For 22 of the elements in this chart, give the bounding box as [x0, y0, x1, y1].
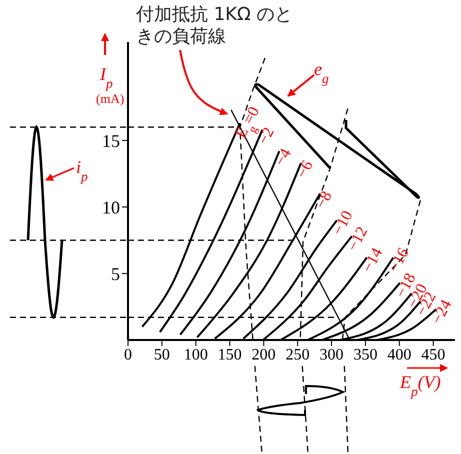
text: −14 — [359, 245, 386, 276]
annotation: e$_{g}$ — [314, 59, 329, 86]
x-tick-label: 50 — [154, 346, 170, 364]
y-axis-title: I$_{p}$ (mA) — [96, 64, 124, 106]
x-tick-label: 450 — [421, 346, 446, 364]
x-tick-label: 200 — [252, 346, 276, 364]
x-tick-label: 150 — [218, 346, 242, 364]
y-tick-label: 10 — [102, 197, 120, 218]
x-tick-label: 350 — [353, 346, 378, 364]
text: −4 — [272, 146, 295, 169]
y-tick-label: 15 — [102, 130, 120, 151]
text: −8 — [312, 188, 336, 212]
x-tick-label: 0 — [124, 346, 132, 364]
x-tick-label: 400 — [387, 346, 412, 364]
annotation: 付加抵抗 1KΩ のときの負荷線 — [136, 4, 294, 48]
text: i$_{p}$ — [76, 157, 88, 184]
x-tick-label: 300 — [320, 346, 344, 364]
text: −6 — [294, 158, 317, 181]
x-tick-label: 100 — [184, 346, 208, 364]
x-axis-title: E$_{p}$(V) — [399, 372, 441, 398]
y-tick-label: 5 — [111, 264, 120, 284]
x-tick-label: 250 — [286, 346, 310, 364]
